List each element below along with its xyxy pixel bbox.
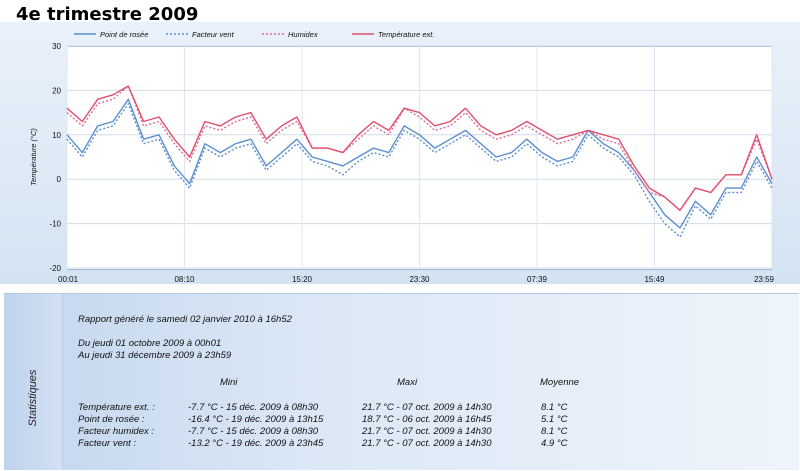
stat-moyenne: 5.1 °C bbox=[541, 414, 568, 425]
legend-entry: Température ext. bbox=[378, 30, 434, 39]
column-header-maxi: Maxi bbox=[397, 377, 418, 388]
series-line bbox=[66, 85, 773, 212]
stat-row-wind-chill: Facteur vent : -13.2 °C - 19 déc. 2009 à… bbox=[78, 438, 678, 450]
series-line bbox=[66, 102, 773, 238]
stat-maxi: 21.7 °C - 07 oct. 2009 à 14h30 bbox=[362, 426, 492, 437]
statistics-side-label: Statistiques bbox=[27, 369, 39, 427]
stat-row-temperature: Température ext. : -7.7 °C - 15 déc. 200… bbox=[78, 402, 678, 414]
legend-entry: Humidex bbox=[288, 30, 318, 39]
series-line bbox=[66, 85, 773, 212]
stat-moyenne: 4.9 °C bbox=[541, 438, 568, 449]
y-tick-label: 0 bbox=[57, 175, 62, 184]
legend-entry: Facteur vent bbox=[192, 30, 235, 39]
stat-label: Température ext. : bbox=[78, 402, 155, 413]
stat-row-dew-point: Point de rosée : -16.4 °C - 19 déc. 2009… bbox=[78, 414, 678, 426]
stat-label: Point de rosée : bbox=[78, 414, 145, 425]
stat-label: Facteur humidex : bbox=[78, 426, 155, 437]
x-tick-time: 00:01 bbox=[58, 275, 79, 284]
y-tick-label: -20 bbox=[49, 264, 61, 273]
period-from: Du jeudi 01 octobre 2009 à 00h01 bbox=[78, 338, 222, 349]
y-tick-label: -10 bbox=[49, 220, 61, 229]
x-tick-time: 08:10 bbox=[174, 275, 195, 284]
report-generated-line: Rapport généré le samedi 02 janvier 2010… bbox=[78, 314, 292, 325]
stat-maxi: 21.7 °C - 07 oct. 2009 à 14h30 bbox=[362, 402, 492, 413]
x-tick-time: 07:39 bbox=[527, 275, 548, 284]
stat-row-humidex: Facteur humidex : -7.7 °C - 15 déc. 2009… bbox=[78, 426, 678, 438]
period-to: Au jeudi 31 décembre 2009 à 23h59 bbox=[78, 350, 232, 361]
x-tick-time: 23:59 bbox=[754, 275, 775, 284]
x-tick-time: 15:49 bbox=[644, 275, 665, 284]
page-title: 4e trimestre 2009 bbox=[16, 4, 199, 25]
x-tick-time: 23:30 bbox=[409, 275, 430, 284]
stat-maxi: 21.7 °C - 07 oct. 2009 à 14h30 bbox=[362, 438, 492, 449]
stat-maxi: 18.7 °C - 06 oct. 2009 à 16h45 bbox=[362, 414, 492, 425]
stat-moyenne: 8.1 °C bbox=[541, 402, 568, 413]
y-tick-label: 20 bbox=[52, 86, 61, 95]
y-tick-label: 30 bbox=[52, 42, 61, 51]
column-header-mini: Mini bbox=[220, 377, 238, 388]
series-line bbox=[66, 98, 773, 229]
y-axis-label: Température (°C) bbox=[29, 128, 38, 186]
stat-label: Facteur vent : bbox=[78, 438, 137, 449]
stat-mini: -13.2 °C - 19 déc. 2009 à 23h45 bbox=[188, 438, 324, 449]
legend-entry: Point de rosée bbox=[100, 30, 148, 39]
temperature-chart: 3020100-10-2000:0101/1008:1016/1015:2031… bbox=[29, 30, 775, 284]
chart-panel: 3020100-10-2000:0101/1008:1016/1015:2031… bbox=[0, 22, 800, 284]
stat-mini: -7.7 °C - 15 déc. 2009 à 08h30 bbox=[188, 426, 319, 437]
stat-mini: -7.7 °C - 15 déc. 2009 à 08h30 bbox=[188, 402, 319, 413]
x-tick-time: 15:20 bbox=[292, 275, 313, 284]
y-tick-label: 10 bbox=[52, 131, 61, 140]
column-header-moyenne: Moyenne bbox=[540, 377, 580, 388]
stat-mini: -16.4 °C - 19 déc. 2009 à 13h15 bbox=[188, 414, 324, 425]
statistics-side-tab: Statistiques bbox=[4, 294, 63, 470]
statistics-panel: Statistiques Rapport généré le samedi 02… bbox=[4, 293, 799, 470]
stat-moyenne: 8.1 °C bbox=[541, 426, 568, 437]
